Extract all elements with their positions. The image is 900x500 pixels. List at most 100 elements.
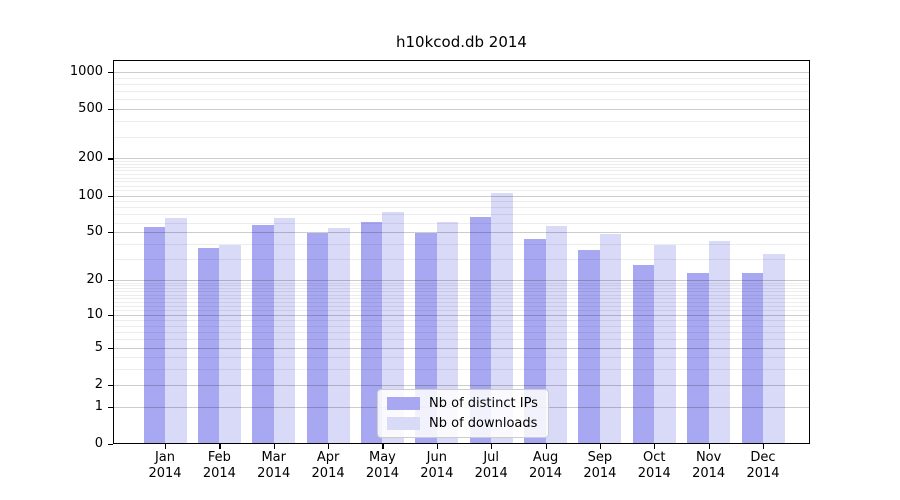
- gridline: [113, 170, 810, 172]
- bar-downloads-oct: [654, 245, 676, 444]
- y-tick-label: 2: [94, 376, 103, 392]
- gridline: [113, 72, 810, 73]
- bar-distinct-ips-nov: [687, 272, 709, 444]
- gridline: [113, 244, 810, 246]
- y-tick-mark: [108, 195, 113, 197]
- y-tick-label: 1: [94, 398, 103, 414]
- legend-entry-downloads: Nb of downloads: [387, 416, 538, 431]
- chart-title: h10kcod.db 2014: [396, 33, 527, 51]
- bar-downloads-feb: [219, 245, 241, 444]
- y-tick-label: 500: [78, 101, 103, 117]
- x-tick-label: Nov 2014: [692, 450, 726, 481]
- x-tick-label: Jun 2014: [420, 450, 454, 481]
- gridline: [113, 91, 810, 93]
- x-tick-mark: [273, 444, 275, 449]
- bar-distinct-ips-oct: [632, 264, 655, 444]
- bar-downloads-aug: [545, 226, 568, 444]
- gridline: [113, 164, 810, 166]
- y-tick-mark: [108, 444, 113, 446]
- x-tick-label: Feb 2014: [202, 450, 236, 481]
- y-tick-mark: [108, 232, 113, 234]
- x-tick-label: Aug 2014: [528, 450, 563, 481]
- x-tick-mark: [165, 444, 167, 449]
- x-tick-mark: [763, 444, 765, 449]
- x-tick-label: Sep 2014: [583, 450, 617, 481]
- gridline: [113, 177, 810, 179]
- y-tick-mark: [108, 314, 113, 317]
- bar-downloads-may: [382, 211, 404, 444]
- bar-downloads-dec: [763, 254, 785, 444]
- bar-downloads-nov: [708, 241, 731, 444]
- y-tick-label: 0: [94, 436, 103, 451]
- gridline: [113, 222, 810, 224]
- gridline: [113, 190, 810, 192]
- bar-distinct-ips-sep: [578, 249, 600, 444]
- y-tick-mark: [108, 158, 113, 160]
- gridline: [113, 185, 810, 187]
- gridline: [113, 232, 810, 234]
- bar-downloads-sep: [599, 234, 622, 444]
- x-tick-mark: [545, 444, 547, 449]
- legend-swatch-downloads: [387, 417, 420, 430]
- gridline: [113, 161, 810, 163]
- gridline: [113, 201, 810, 203]
- x-tick-label: Dec 2014: [746, 450, 780, 481]
- y-tick-mark: [108, 406, 113, 408]
- bar-distinct-ips-may: [360, 221, 383, 444]
- gridline: [113, 181, 810, 183]
- bar-downloads-jul: [491, 193, 513, 444]
- plot-area: [113, 60, 810, 444]
- legend-entry-distinct-ips: Nb of distinct IPs: [387, 396, 538, 411]
- bar-distinct-ips-jul: [469, 216, 492, 444]
- x-tick-label: Jul 2014: [474, 450, 508, 481]
- gridline: [113, 214, 810, 216]
- bar-distinct-ips-feb: [197, 248, 220, 444]
- x-tick-mark: [219, 444, 221, 449]
- x-tick-mark: [708, 444, 710, 449]
- legend-label-distinct-ips: Nb of distinct IPs: [429, 396, 538, 411]
- bar-downloads-jan: [165, 217, 187, 444]
- x-tick-mark: [491, 444, 493, 449]
- y-tick-mark: [108, 280, 113, 282]
- bar-downloads-mar: [273, 218, 296, 444]
- y-tick-mark: [108, 109, 113, 111]
- bar-distinct-ips-dec: [741, 272, 763, 444]
- bar-distinct-ips-mar: [252, 225, 274, 444]
- x-tick-mark: [436, 444, 438, 449]
- gridline: [113, 207, 810, 209]
- x-tick-label: Jan 2014: [148, 450, 182, 481]
- x-tick-label: Apr 2014: [311, 450, 345, 481]
- gridline: [113, 121, 810, 123]
- gridline: [113, 173, 810, 175]
- legend: Nb of distinct IPs Nb of downloads: [377, 389, 549, 438]
- y-tick-mark: [108, 72, 113, 74]
- y-tick-label: 50: [86, 224, 103, 240]
- x-tick-mark: [599, 444, 602, 449]
- y-tick-label: 20: [86, 272, 103, 288]
- legend-label-downloads: Nb of downloads: [429, 416, 538, 431]
- y-tick-label: 200: [78, 150, 103, 166]
- y-tick-label: 1000: [69, 64, 103, 79]
- gridline: [113, 77, 810, 79]
- gridline: [113, 84, 810, 85]
- y-tick-label: 100: [78, 187, 103, 203]
- y-tick-label: 10: [86, 306, 103, 322]
- x-tick-label: May 2014: [365, 450, 399, 481]
- y-tick-mark: [108, 347, 113, 349]
- gridline: [113, 167, 810, 169]
- x-tick-label: Oct 2014: [637, 450, 671, 481]
- gridline: [113, 195, 810, 197]
- x-tick-mark: [328, 444, 330, 449]
- gridline: [113, 158, 810, 160]
- gridline: [113, 109, 810, 111]
- bar-distinct-ips-apr: [306, 233, 329, 444]
- bar-downloads-apr: [328, 228, 350, 444]
- y-tick-label: 5: [94, 339, 103, 355]
- bar-downloads-jun: [436, 221, 459, 444]
- gridline: [113, 136, 810, 138]
- gridline: [113, 99, 810, 101]
- bar-distinct-ips-jan: [143, 227, 165, 444]
- x-tick-label: Mar 2014: [257, 450, 291, 481]
- x-tick-mark: [654, 444, 656, 449]
